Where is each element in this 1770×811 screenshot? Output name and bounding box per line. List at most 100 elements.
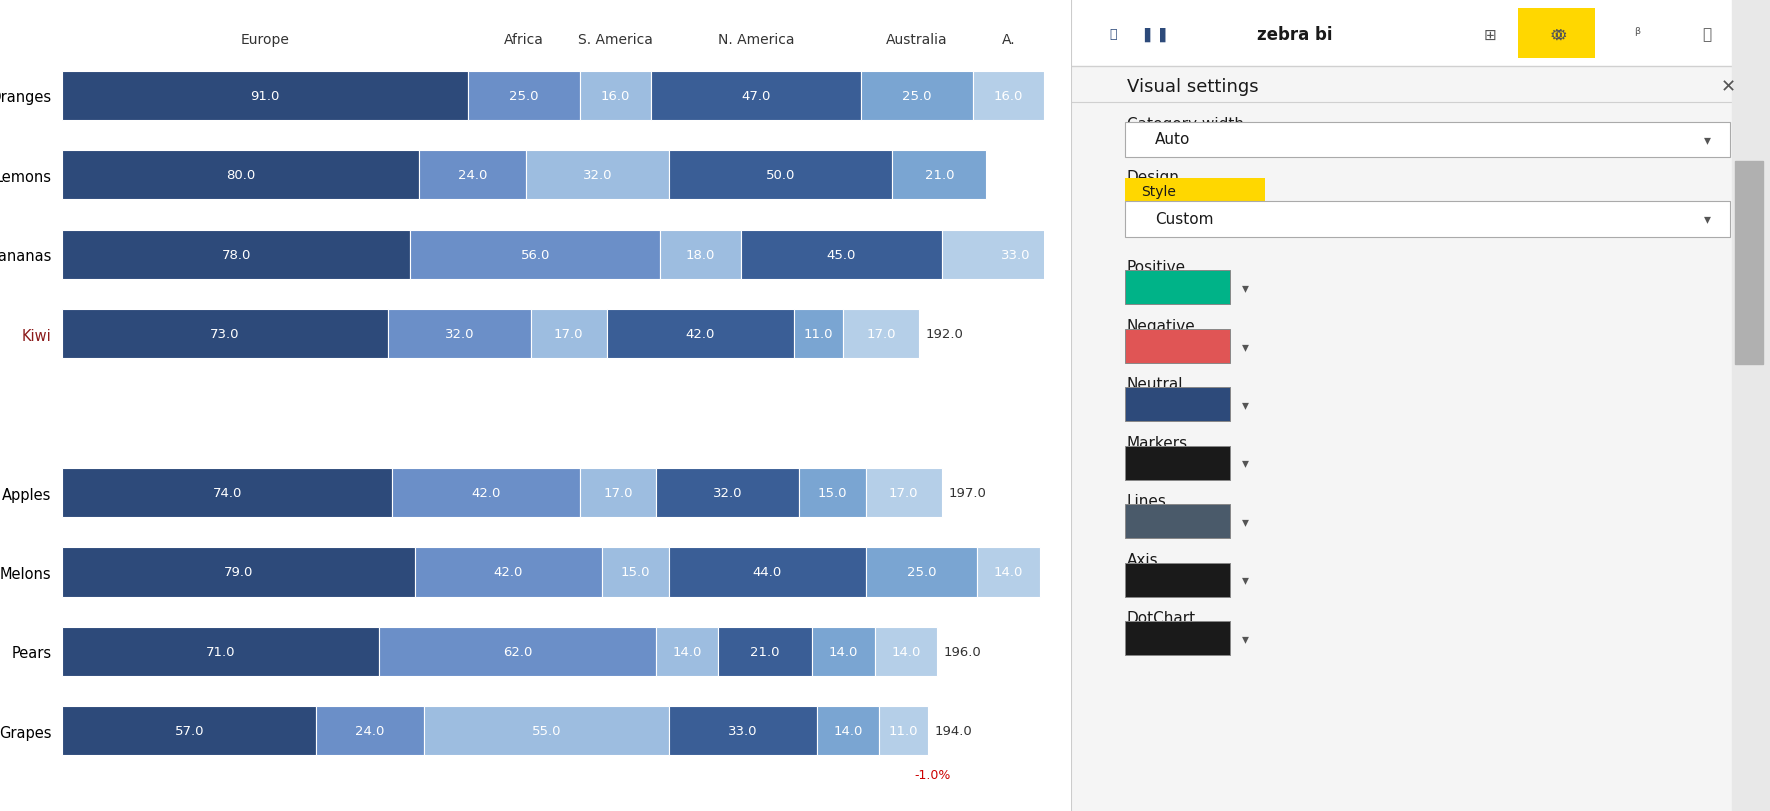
- Text: Positive: Positive: [1127, 260, 1186, 275]
- Text: Auto: Auto: [1154, 132, 1189, 147]
- Bar: [977, 547, 1039, 597]
- FancyBboxPatch shape: [1126, 504, 1230, 539]
- Bar: [816, 706, 880, 756]
- Text: 33.0: 33.0: [727, 724, 758, 737]
- Text: ▌▐: ▌▐: [1143, 28, 1165, 42]
- Bar: [719, 627, 812, 676]
- Bar: [812, 627, 874, 676]
- Text: 56.0: 56.0: [520, 248, 550, 261]
- Text: 196.0: 196.0: [943, 645, 982, 658]
- Text: Category width: Category width: [1127, 117, 1244, 131]
- Text: ▾: ▾: [1243, 514, 1250, 529]
- Text: ▾: ▾: [1703, 132, 1710, 147]
- Text: Australia: Australia: [887, 33, 949, 47]
- Text: 21.0: 21.0: [924, 169, 954, 182]
- Bar: [1735, 162, 1763, 365]
- Text: ⊞: ⊞: [1483, 28, 1497, 42]
- Text: Axis: Axis: [1127, 552, 1158, 567]
- FancyBboxPatch shape: [1124, 122, 1729, 158]
- Bar: [843, 310, 919, 358]
- Bar: [942, 230, 1089, 280]
- FancyBboxPatch shape: [1126, 271, 1230, 305]
- Bar: [62, 627, 379, 676]
- Bar: [669, 547, 866, 597]
- Text: 17.0: 17.0: [604, 487, 632, 500]
- Bar: [880, 706, 927, 756]
- Bar: [62, 468, 393, 517]
- Text: ⬛: ⬛: [1110, 28, 1117, 41]
- Text: 42.0: 42.0: [471, 487, 501, 500]
- Text: 15.0: 15.0: [818, 487, 848, 500]
- Text: ⚙: ⚙: [1551, 28, 1563, 42]
- Text: ▾: ▾: [1243, 456, 1250, 470]
- Bar: [657, 468, 798, 517]
- Text: ✕: ✕: [1720, 78, 1736, 96]
- Text: 32.0: 32.0: [582, 169, 612, 182]
- Bar: [388, 310, 531, 358]
- Text: 15.0: 15.0: [621, 566, 651, 579]
- Text: Lines: Lines: [1127, 494, 1166, 508]
- Text: ᵝ: ᵝ: [1634, 28, 1641, 42]
- Text: 17.0: 17.0: [867, 328, 896, 341]
- Text: Markers: Markers: [1127, 436, 1188, 450]
- Bar: [866, 468, 942, 517]
- FancyBboxPatch shape: [1126, 446, 1230, 480]
- Bar: [669, 706, 816, 756]
- Bar: [657, 627, 719, 676]
- Bar: [411, 230, 660, 280]
- Text: 25.0: 25.0: [906, 566, 936, 579]
- Text: ⓘ: ⓘ: [1703, 28, 1712, 42]
- Bar: [607, 310, 795, 358]
- Text: 194.0: 194.0: [935, 724, 974, 737]
- Bar: [1071, 0, 1770, 67]
- Text: DotChart: DotChart: [1127, 611, 1197, 625]
- Text: zebra bi: zebra bi: [1257, 26, 1333, 44]
- Text: 55.0: 55.0: [531, 724, 561, 737]
- Text: -1.0%: -1.0%: [915, 768, 950, 781]
- Text: 16.0: 16.0: [995, 90, 1023, 103]
- Text: 78.0: 78.0: [221, 248, 251, 261]
- Text: 32.0: 32.0: [713, 487, 742, 500]
- Text: ⚙: ⚙: [1554, 28, 1566, 42]
- Bar: [866, 547, 977, 597]
- Bar: [651, 71, 862, 121]
- Text: 45.0: 45.0: [827, 248, 857, 261]
- Text: 25.0: 25.0: [903, 90, 931, 103]
- Text: 14.0: 14.0: [828, 645, 858, 658]
- Text: Visual settings: Visual settings: [1127, 78, 1258, 96]
- Text: ▾: ▾: [1703, 212, 1710, 226]
- Text: 192.0: 192.0: [926, 328, 965, 341]
- FancyBboxPatch shape: [1126, 563, 1230, 597]
- Bar: [414, 547, 602, 597]
- Text: 47.0: 47.0: [742, 90, 772, 103]
- Bar: [798, 468, 866, 517]
- Text: 197.0: 197.0: [949, 487, 986, 500]
- Text: ▾: ▾: [1243, 397, 1250, 412]
- Text: 79.0: 79.0: [223, 566, 253, 579]
- Bar: [62, 310, 388, 358]
- Text: ▾: ▾: [1243, 281, 1250, 295]
- Text: ▾: ▾: [1243, 339, 1250, 354]
- Text: 24.0: 24.0: [458, 169, 487, 182]
- Text: 25.0: 25.0: [510, 90, 538, 103]
- Text: Design: Design: [1127, 169, 1179, 184]
- Bar: [862, 71, 974, 121]
- Text: 14.0: 14.0: [673, 645, 701, 658]
- Bar: [62, 230, 411, 280]
- Text: 16.0: 16.0: [602, 90, 630, 103]
- Text: 91.0: 91.0: [250, 90, 280, 103]
- Bar: [874, 627, 936, 676]
- Text: ▾: ▾: [1243, 631, 1250, 646]
- Bar: [62, 151, 419, 200]
- Bar: [795, 310, 843, 358]
- Bar: [379, 627, 657, 676]
- Bar: [581, 71, 651, 121]
- Text: 62.0: 62.0: [503, 645, 533, 658]
- Bar: [531, 310, 607, 358]
- Text: Europe: Europe: [241, 33, 290, 47]
- Text: Negative: Negative: [1127, 319, 1195, 333]
- Text: 33.0: 33.0: [1000, 248, 1030, 261]
- Text: 24.0: 24.0: [356, 724, 384, 737]
- Text: 14.0: 14.0: [834, 724, 862, 737]
- Bar: [419, 151, 526, 200]
